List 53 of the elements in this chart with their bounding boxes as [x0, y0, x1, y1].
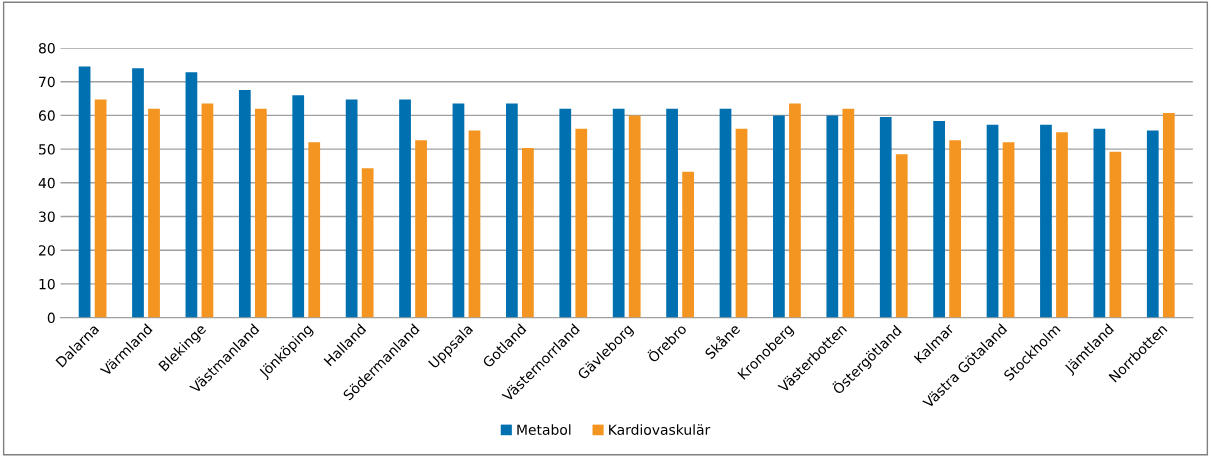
- bar: [361, 168, 374, 318]
- bar: [1093, 128, 1106, 318]
- bar: [505, 103, 518, 318]
- bar: [735, 128, 748, 318]
- y-tick-label: 60: [38, 110, 55, 121]
- bar: [452, 103, 465, 318]
- bar: [148, 108, 160, 318]
- bar: [1162, 113, 1175, 318]
- bar: [185, 72, 198, 318]
- bar: [345, 99, 358, 318]
- bar: [201, 103, 214, 318]
- y-tick-label: 0: [47, 312, 55, 324]
- bar: [666, 108, 678, 318]
- bar: [94, 99, 107, 318]
- bar: [559, 108, 572, 318]
- bar: [949, 140, 962, 318]
- bar: [826, 115, 839, 318]
- bar: [773, 115, 785, 318]
- y-tick-label: 50: [39, 144, 55, 155]
- bar: [238, 90, 251, 318]
- bar: [682, 171, 694, 318]
- y-tick-label: 70: [39, 76, 55, 88]
- bar: [933, 121, 946, 318]
- bar: [1146, 130, 1159, 318]
- bar: [254, 108, 267, 318]
- legend-label: Metabol: [517, 424, 571, 435]
- bar: [132, 68, 144, 318]
- bar: [1002, 142, 1015, 318]
- bar: [415, 140, 427, 318]
- bar: [1056, 132, 1068, 318]
- bar: [719, 108, 732, 318]
- bar: [789, 103, 801, 318]
- bar: [1040, 124, 1052, 318]
- bar: [78, 66, 91, 318]
- bar: [308, 142, 321, 318]
- y-tick-label: 30: [39, 211, 55, 222]
- legend-label: Kardiovaskulär: [609, 424, 711, 435]
- bar: [895, 154, 908, 318]
- bar: [468, 130, 481, 318]
- bar: [628, 115, 641, 318]
- bar: [399, 99, 411, 318]
- bar: [292, 95, 305, 318]
- y-tick-label: 20: [39, 245, 55, 256]
- bar: [986, 124, 999, 318]
- y-tick-label: 80: [38, 42, 55, 54]
- y-tick-label: 10: [39, 278, 55, 290]
- bar: [575, 128, 588, 318]
- bar: [522, 148, 534, 318]
- bar: [842, 108, 855, 318]
- y-tick-label: 40: [38, 177, 55, 189]
- bar: [879, 117, 892, 318]
- bar: [1109, 151, 1122, 318]
- bar: [612, 108, 625, 318]
